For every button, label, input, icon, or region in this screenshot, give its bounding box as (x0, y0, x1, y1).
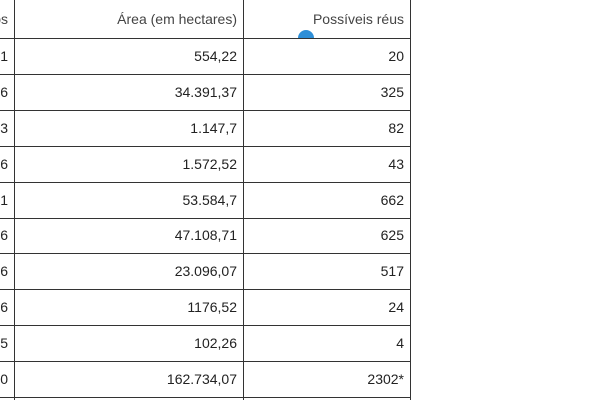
table-cell: 6 (0, 227, 8, 244)
column-border (410, 0, 411, 400)
row-border (0, 38, 410, 39)
table-cell: 517 (380, 263, 404, 280)
table-cell: 625 (380, 227, 404, 244)
table-cell: 34.391,37 (174, 83, 237, 100)
table-cell: 43 (388, 155, 404, 172)
row-border (0, 397, 410, 398)
header-cell: Possíveis réus (312, 11, 404, 27)
table-cell: 2302* (367, 371, 404, 388)
table-cell: 1 (0, 47, 8, 64)
table-cell: 1.147,7 (190, 119, 237, 136)
column-border (243, 0, 244, 400)
row-border (0, 289, 410, 290)
header-cell: os (0, 11, 8, 27)
header-cell: Área (em hectares) (117, 11, 237, 27)
table-cell: 5 (0, 335, 8, 352)
row-border (0, 218, 410, 219)
table-cell: 325 (380, 83, 404, 100)
table-cell: 53.584,7 (182, 191, 238, 208)
table-cell: 6 (0, 83, 8, 100)
table-cell: 1176,52 (187, 299, 237, 316)
row-border (0, 146, 410, 147)
table-cell: 6 (0, 155, 8, 172)
table-cell: 47.108,71 (174, 227, 237, 244)
row-border (0, 110, 410, 111)
row-border (0, 325, 410, 326)
table-cell: 20 (388, 47, 404, 64)
table-cell: 662 (380, 191, 404, 208)
table-cell: 6 (0, 263, 8, 280)
row-border (0, 182, 410, 183)
table-cell: 82 (388, 119, 404, 136)
row-border (0, 253, 410, 254)
table-cell: 102,26 (194, 335, 237, 352)
table-cell: 4 (396, 335, 404, 352)
table-cell: 23.096,07 (174, 263, 237, 280)
table-cell: 3 (0, 119, 8, 136)
table-cell: 0 (0, 371, 8, 388)
row-border (0, 361, 410, 362)
row-border (0, 74, 410, 75)
table-cell: 6 (0, 299, 8, 316)
table-cell: 1.572,52 (182, 155, 238, 172)
table-cell: 162.734,07 (166, 371, 237, 388)
table-cell: 24 (388, 299, 404, 316)
decoration (298, 30, 314, 38)
table-cell: 1 (0, 191, 8, 208)
column-border (14, 0, 15, 400)
table-cell: 554,22 (194, 47, 237, 64)
